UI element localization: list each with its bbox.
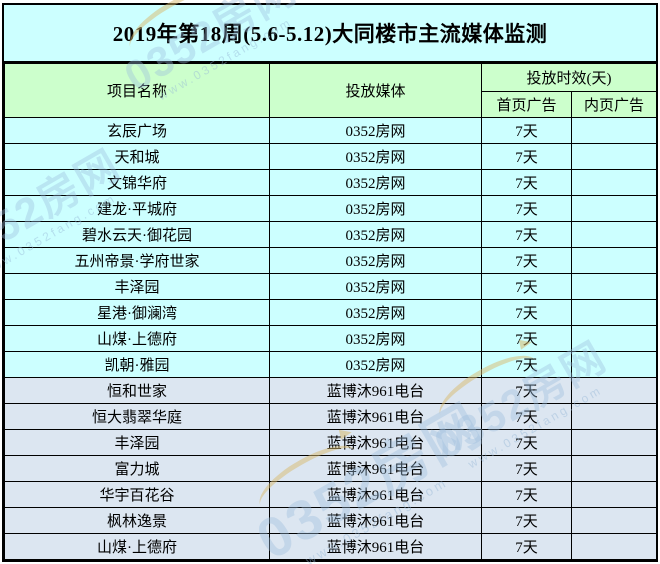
project-cell: 建龙·平城府 [4,195,270,222]
home-ad-cell: 7天 [481,351,572,378]
inner-ad-cell [571,195,657,222]
table-body: 玄辰广场 0352房网 7天 天和城 0352房网 7天 文锦华府 0352房网 7天 建龙·平城… [4,117,657,560]
table-row: 华宇百花谷 蓝博沐961电台 7天 [4,481,657,508]
project-cell: 山煤·上德府 [4,325,270,352]
project-cell: 丰泽园 [4,273,270,300]
inner-ad-cell [571,377,657,404]
project-cell: 丰泽园 [4,429,270,456]
project-cell: 恒和世家 [4,377,270,404]
project-cell: 玄辰广场 [4,117,270,144]
home-ad-cell: 7天 [481,481,572,508]
home-ad-cell: 7天 [481,273,572,300]
project-cell: 华宇百花谷 [4,481,270,508]
media-cell: 蓝博沐961电台 [269,429,482,456]
table-row: 玄辰广场 0352房网 7天 [4,117,657,144]
home-ad-cell: 7天 [481,507,572,534]
project-cell: 文锦华府 [4,169,270,196]
table-row: 丰泽园 0352房网 7天 [4,273,657,300]
table-row: 建龙·平城府 0352房网 7天 [4,195,657,222]
home-ad-cell: 7天 [481,325,572,352]
media-cell: 0352房网 [269,143,482,170]
home-ad-cell: 7天 [481,403,572,430]
column-header-duration-group: 投放时效(天) [481,63,657,92]
project-cell: 山煤·上德府 [4,533,270,560]
table-row: 凯朝·雅园 0352房网 7天 [4,351,657,378]
home-ad-cell: 7天 [481,377,572,404]
table-row: 恒大翡翠华庭 蓝博沐961电台 7天 [4,403,657,430]
project-cell: 凯朝·雅园 [4,351,270,378]
home-ad-cell: 7天 [481,299,572,326]
page-title: 2019年第18周(5.6-5.12)大同楼市主流媒体监测 [4,5,656,63]
table-row: 丰泽园 蓝博沐961电台 7天 [4,429,657,456]
inner-ad-cell [571,507,657,534]
home-ad-cell: 7天 [481,169,572,196]
inner-ad-cell [571,455,657,482]
media-cell: 0352房网 [269,351,482,378]
home-ad-cell: 7天 [481,247,572,274]
home-ad-cell: 7天 [481,143,572,170]
media-cell: 蓝博沐961电台 [269,377,482,404]
media-cell: 蓝博沐961电台 [269,455,482,482]
media-cell: 蓝博沐961电台 [269,481,482,508]
project-cell: 星港·御澜湾 [4,299,270,326]
inner-ad-cell [571,143,657,170]
table-row: 山煤·上德府 蓝博沐961电台 7天 [4,533,657,560]
media-cell: 0352房网 [269,195,482,222]
project-cell: 恒大翡翠华庭 [4,403,270,430]
project-cell: 枫林逸景 [4,507,270,534]
inner-ad-cell [571,429,657,456]
media-cell: 蓝博沐961电台 [269,533,482,560]
home-ad-cell: 7天 [481,429,572,456]
column-header-media: 投放媒体 [269,63,482,118]
home-ad-cell: 7天 [481,117,572,144]
table-row: 天和城 0352房网 7天 [4,143,657,170]
home-ad-cell: 7天 [481,221,572,248]
home-ad-cell: 7天 [481,455,572,482]
table-row: 富力城 蓝博沐961电台 7天 [4,455,657,482]
media-cell: 0352房网 [269,221,482,248]
home-ad-cell: 7天 [481,195,572,222]
inner-ad-cell [571,221,657,248]
project-cell: 富力城 [4,455,270,482]
project-cell: 五州帝景·学府世家 [4,247,270,274]
table-row: 碧水云天·御花园 0352房网 7天 [4,221,657,248]
table-row: 文锦华府 0352房网 7天 [4,169,657,196]
inner-ad-cell [571,117,657,144]
table-row: 山煤·上德府 0352房网 7天 [4,325,657,352]
media-cell: 0352房网 [269,273,482,300]
table-row: 星港·御澜湾 0352房网 7天 [4,299,657,326]
media-monitor-sheet: 2019年第18周(5.6-5.12)大同楼市主流媒体监测 项目名称 投放媒体 … [2,3,658,562]
inner-ad-cell [571,299,657,326]
media-monitor-table: 项目名称 投放媒体 投放时效(天) 首页广告 内页广告 玄辰广场 0352房网 7天… [4,63,657,560]
table-row: 恒和世家 蓝博沐961电台 7天 [4,377,657,404]
table-row: 枫林逸景 蓝博沐961电台 7天 [4,507,657,534]
table-row: 五州帝景·学府世家 0352房网 7天 [4,247,657,274]
media-cell: 0352房网 [269,325,482,352]
project-cell: 碧水云天·御花园 [4,221,270,248]
media-cell: 蓝博沐961电台 [269,403,482,430]
inner-ad-cell [571,273,657,300]
inner-ad-cell [571,169,657,196]
column-header-home-ad: 首页广告 [481,91,572,118]
inner-ad-cell [571,325,657,352]
media-cell: 0352房网 [269,117,482,144]
media-cell: 0352房网 [269,247,482,274]
column-header-project: 项目名称 [4,63,270,118]
home-ad-cell: 7天 [481,533,572,560]
inner-ad-cell [571,351,657,378]
project-cell: 天和城 [4,143,270,170]
inner-ad-cell [571,533,657,560]
media-cell: 0352房网 [269,169,482,196]
inner-ad-cell [571,403,657,430]
media-cell: 蓝博沐961电台 [269,507,482,534]
column-header-inner-ad: 内页广告 [571,91,657,118]
inner-ad-cell [571,247,657,274]
inner-ad-cell [571,481,657,508]
media-cell: 0352房网 [269,299,482,326]
